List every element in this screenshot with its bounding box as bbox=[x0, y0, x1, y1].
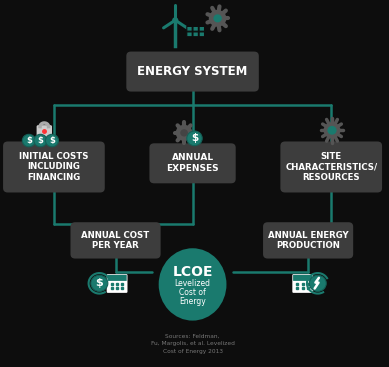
Circle shape bbox=[180, 129, 188, 137]
Circle shape bbox=[172, 17, 178, 23]
Text: Cost of: Cost of bbox=[179, 288, 206, 297]
Text: ANNUAL COST
PER YEAR: ANNUAL COST PER YEAR bbox=[81, 230, 150, 250]
Text: $: $ bbox=[26, 136, 32, 145]
FancyBboxPatch shape bbox=[263, 222, 353, 258]
Text: ENERGY SYSTEM: ENERGY SYSTEM bbox=[137, 65, 248, 78]
Circle shape bbox=[324, 122, 340, 138]
FancyBboxPatch shape bbox=[292, 274, 313, 293]
Circle shape bbox=[175, 125, 193, 141]
FancyBboxPatch shape bbox=[70, 222, 161, 258]
Text: SITE
CHARACTERISTICS/
RESOURCES: SITE CHARACTERISTICS/ RESOURCES bbox=[285, 152, 377, 182]
Text: ANNUAL ENERGY
PRODUCTION: ANNUAL ENERGY PRODUCTION bbox=[268, 230, 349, 250]
Circle shape bbox=[22, 134, 35, 147]
Text: ANNUAL
EXPENSES: ANNUAL EXPENSES bbox=[166, 153, 219, 173]
Text: Energy: Energy bbox=[179, 297, 206, 306]
FancyBboxPatch shape bbox=[107, 274, 128, 293]
FancyBboxPatch shape bbox=[3, 142, 105, 192]
FancyBboxPatch shape bbox=[37, 125, 52, 138]
Text: Fu, Margolis, et al. Levelized: Fu, Margolis, et al. Levelized bbox=[151, 341, 235, 346]
Circle shape bbox=[209, 10, 226, 27]
Circle shape bbox=[309, 275, 326, 291]
Text: INITIAL COSTS
INCLUDING
FINANCING: INITIAL COSTS INCLUDING FINANCING bbox=[19, 152, 89, 182]
FancyBboxPatch shape bbox=[187, 32, 192, 37]
Ellipse shape bbox=[159, 248, 226, 321]
Text: Sources: Feldman,: Sources: Feldman, bbox=[165, 333, 220, 338]
Text: $: $ bbox=[95, 278, 103, 288]
FancyBboxPatch shape bbox=[193, 32, 198, 37]
FancyBboxPatch shape bbox=[199, 32, 205, 37]
Text: LCOE: LCOE bbox=[172, 265, 213, 279]
FancyBboxPatch shape bbox=[149, 143, 236, 183]
Text: Cost of Energy 2013: Cost of Energy 2013 bbox=[163, 349, 223, 355]
FancyBboxPatch shape bbox=[199, 26, 205, 31]
Text: Levelized: Levelized bbox=[175, 279, 210, 288]
Text: $: $ bbox=[191, 133, 198, 143]
FancyBboxPatch shape bbox=[193, 26, 198, 31]
Circle shape bbox=[91, 275, 108, 291]
Text: $: $ bbox=[49, 136, 55, 145]
FancyBboxPatch shape bbox=[293, 275, 312, 281]
FancyBboxPatch shape bbox=[107, 275, 127, 281]
FancyBboxPatch shape bbox=[280, 142, 382, 192]
Circle shape bbox=[46, 134, 58, 147]
Circle shape bbox=[34, 134, 47, 147]
Circle shape bbox=[187, 131, 202, 146]
Circle shape bbox=[328, 126, 336, 135]
FancyBboxPatch shape bbox=[187, 26, 192, 31]
Text: $: $ bbox=[37, 136, 44, 145]
Circle shape bbox=[214, 14, 222, 22]
FancyBboxPatch shape bbox=[126, 51, 259, 91]
